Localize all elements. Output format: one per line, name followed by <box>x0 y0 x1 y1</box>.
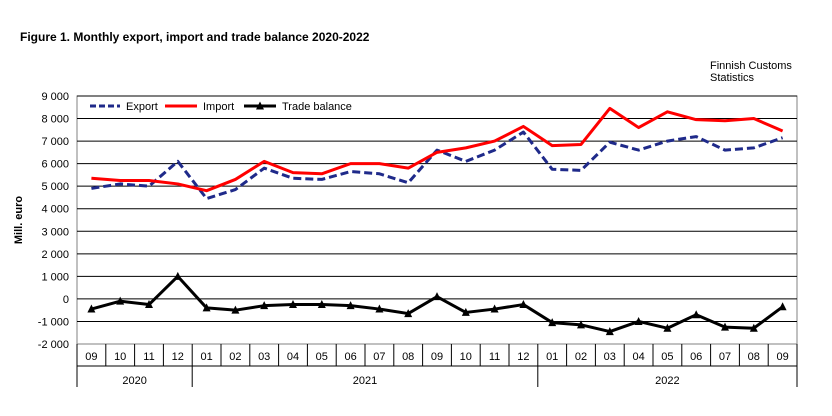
data-point-balance <box>692 310 701 319</box>
data-point-balance <box>231 305 240 314</box>
legend-label-export: Export <box>126 101 158 113</box>
x-tick-label: 04 <box>632 351 644 363</box>
x-tick-label: 10 <box>460 351 472 363</box>
x-tick-label: 10 <box>114 351 126 363</box>
x-tick-label: 09 <box>431 351 443 363</box>
series-line-balance <box>91 274 784 334</box>
x-tick-label: 11 <box>489 351 500 363</box>
data-point-balance <box>605 327 614 336</box>
x-tick-label: 04 <box>287 351 299 363</box>
data-point-balance <box>145 300 153 309</box>
x-tick-label: 07 <box>373 351 385 363</box>
data-point-balance <box>490 304 499 313</box>
year-group-label: 2022 <box>655 375 679 387</box>
x-tick-label: 05 <box>316 351 328 363</box>
y-tick-label: 2 000 <box>41 249 69 261</box>
y-tick-label: 1 000 <box>41 271 69 283</box>
y-tick-label: 7 000 <box>41 136 69 148</box>
x-tick-label: 01 <box>200 351 212 363</box>
data-point-balance <box>634 316 643 325</box>
x-tick-label: 12 <box>172 351 184 363</box>
year-group-label: 2020 <box>122 375 146 387</box>
series-line-import <box>91 106 784 193</box>
x-tick-label: 11 <box>143 351 154 363</box>
y-tick-label: 6 000 <box>41 159 69 171</box>
y-axis-label: Mill. euro <box>13 196 25 245</box>
data-point-balance <box>433 292 441 301</box>
data-point-balance <box>778 302 787 311</box>
y-tick-label: -1 000 <box>38 316 69 328</box>
data-point-balance <box>404 309 413 318</box>
figure-title: Figure 1. Monthly export, import and tra… <box>20 30 370 44</box>
y-tick-label: -2 000 <box>38 339 69 351</box>
x-tick-label: 03 <box>258 351 270 363</box>
year-group-label: 2021 <box>353 375 377 387</box>
legend-label-balance: Trade balance <box>282 101 352 113</box>
source-note: Finnish Customs Statistics <box>710 60 820 84</box>
x-tick-label: 02 <box>575 351 587 363</box>
x-tick-label: 12 <box>517 351 529 363</box>
data-point-balance <box>721 322 729 331</box>
y-tick-label: 8 000 <box>41 114 69 126</box>
data-point-balance <box>87 304 96 313</box>
x-tick-label: 06 <box>344 351 356 363</box>
x-tick-label: 09 <box>85 351 97 363</box>
data-point-balance <box>663 323 672 332</box>
series-line-export <box>91 130 784 201</box>
x-tick-label: 05 <box>661 351 673 363</box>
x-tick-label: 07 <box>719 351 731 363</box>
x-tick-label: 08 <box>748 351 760 363</box>
data-point-balance <box>116 296 125 305</box>
data-point-balance <box>577 320 585 329</box>
data-point-balance <box>173 271 182 280</box>
x-tick-label: 09 <box>776 351 788 363</box>
data-point-balance <box>461 307 470 316</box>
source-line-1: Finnish Customs <box>710 60 792 72</box>
legend-marker-balance <box>256 101 264 110</box>
x-tick-label: 01 <box>546 351 558 363</box>
x-tick-label: 08 <box>402 351 414 363</box>
data-point-balance <box>519 300 528 309</box>
data-point-balance <box>346 301 355 310</box>
y-tick-label: 4 000 <box>41 204 69 216</box>
data-point-balance <box>260 301 269 310</box>
data-point-balance <box>317 300 326 309</box>
y-tick-label: 9 000 <box>41 91 69 103</box>
data-point-balance <box>375 304 384 313</box>
y-tick-label: 3 000 <box>41 226 69 238</box>
y-tick-label: 5 000 <box>41 181 69 193</box>
x-tick-label: 02 <box>229 351 241 363</box>
source-line-2: Statistics <box>710 72 755 84</box>
legend-label-import: Import <box>203 101 234 113</box>
plot-area-border <box>76 95 798 345</box>
data-point-balance <box>548 318 557 327</box>
y-tick-label: 0 <box>63 294 69 306</box>
x-tick-label: 03 <box>604 351 616 363</box>
data-point-balance <box>202 303 211 312</box>
x-tick-label: 06 <box>690 351 702 363</box>
data-point-balance <box>749 323 758 332</box>
data-point-balance <box>289 300 297 309</box>
